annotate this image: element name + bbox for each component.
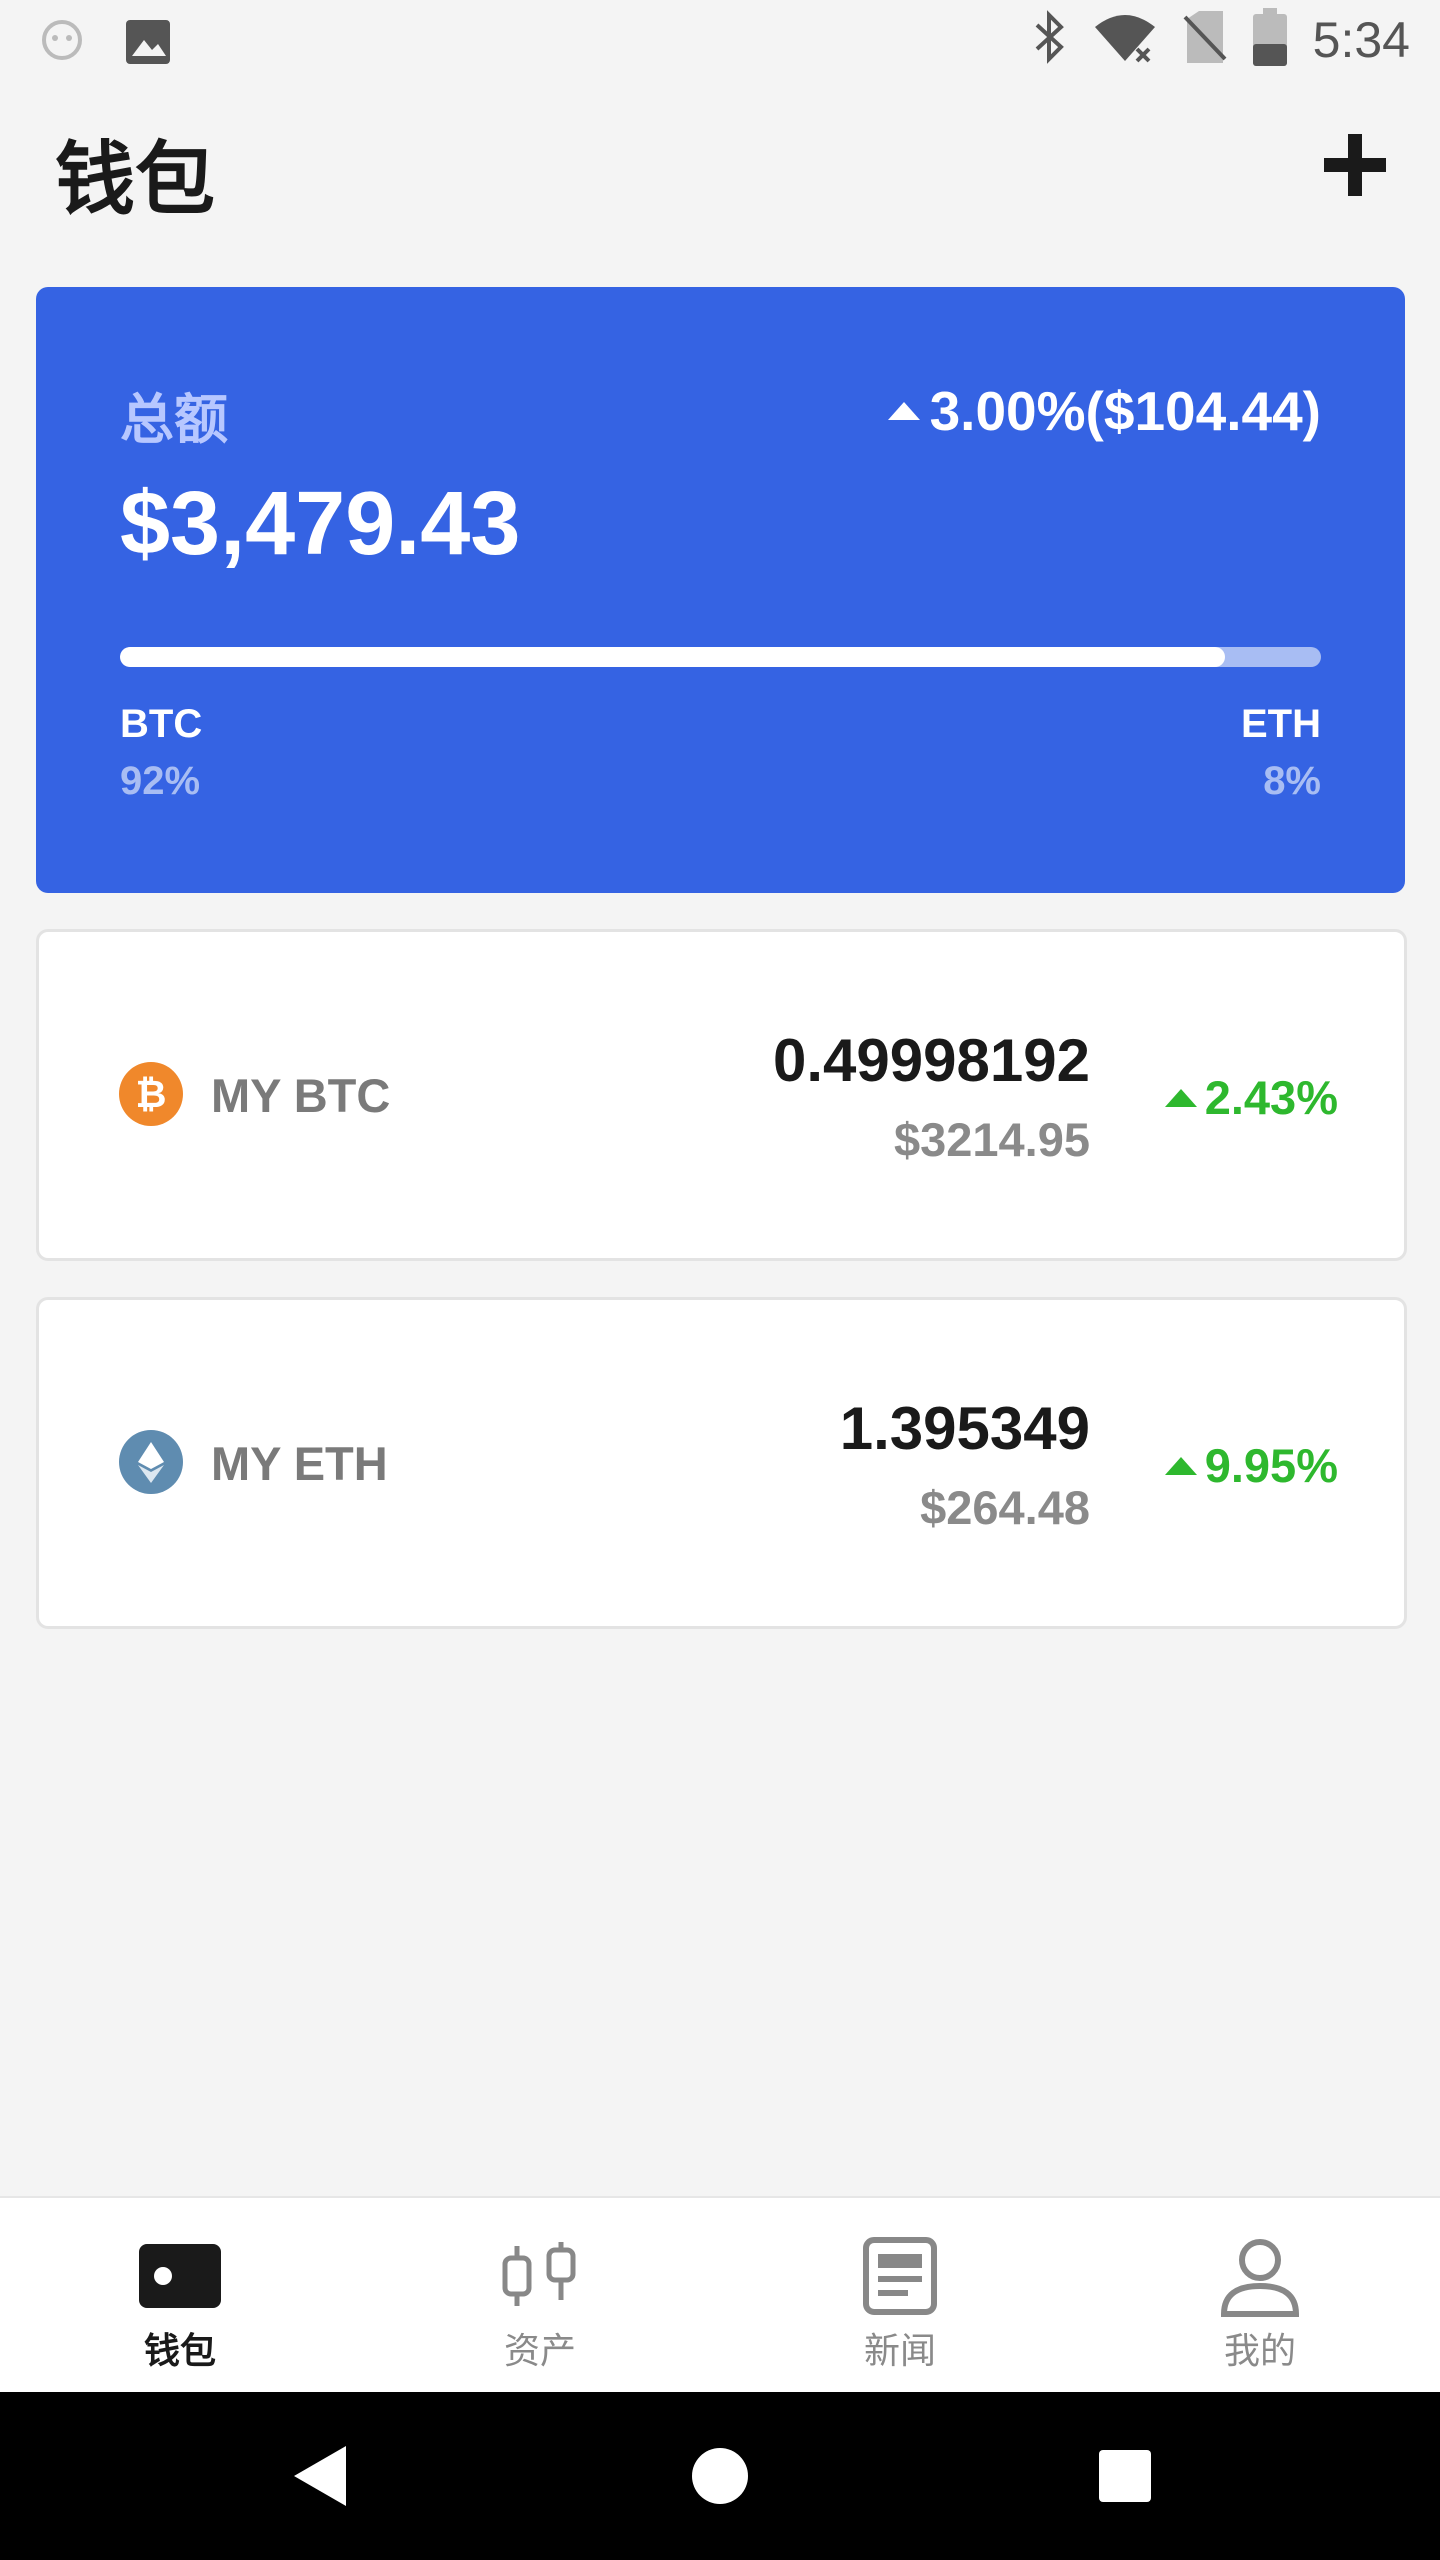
wallet-icon [135, 2236, 225, 2316]
total-change-value: 3.00%($104.44) [929, 380, 1321, 442]
allocation-bar-fill [120, 647, 1225, 667]
asset-name: MY ETH [211, 1437, 388, 1490]
back-button[interactable] [250, 2392, 390, 2560]
profile-icon [1215, 2236, 1305, 2317]
allocation-btc-percent: 92% [120, 759, 201, 803]
nav-label: 钱包 [143, 2331, 216, 2372]
asset-value: $3214.95 [893, 1113, 1090, 1166]
asset-amount: 1.395349 [839, 1395, 1090, 1462]
page-title: 钱包 [55, 133, 215, 226]
asset-value: $264.48 [920, 1481, 1090, 1534]
status-time: 5:34 [1312, 11, 1410, 68]
bluetooth-icon [1031, 9, 1067, 70]
svg-text:₿: ₿ [136, 1072, 167, 1116]
no-sim-icon [1183, 9, 1227, 70]
up-arrow-icon [887, 402, 920, 420]
recents-icon [1099, 2450, 1151, 2502]
nav-item-assets[interactable]: 资产 [360, 2198, 720, 2394]
bitcoin-icon: ₿ [119, 1062, 183, 1126]
recents-button[interactable] [1055, 2392, 1195, 2560]
allocation-eth-name: ETH [1241, 702, 1321, 746]
header: 钱包 [0, 110, 1440, 230]
plus-icon [1324, 134, 1386, 196]
nav-label: 资产 [503, 2331, 576, 2372]
up-arrow-icon [1164, 1088, 1197, 1107]
notification-app-icon [40, 18, 84, 71]
bottom-nav: 钱包 资产 新闻 [0, 2196, 1440, 2394]
nav-label: 新闻 [863, 2331, 936, 2372]
back-icon [294, 2446, 346, 2506]
allocation-btc-name: BTC [120, 702, 203, 746]
allocation-eth-percent: 8% [1263, 759, 1321, 803]
system-nav-bar [0, 2392, 1440, 2560]
wifi-icon [1093, 9, 1157, 70]
asset-name: MY BTC [211, 1069, 391, 1122]
home-icon [692, 2448, 748, 2504]
total-balance-card[interactable]: 总额 3.00%($104.44) $3,479.43 BTC 92% ETH … [36, 287, 1405, 893]
nav-item-wallet[interactable]: 钱包 [0, 2198, 360, 2394]
asset-amount: 0.49998192 [773, 1027, 1090, 1094]
up-arrow-icon [1164, 1456, 1197, 1475]
candlestick-icon [495, 2236, 585, 2316]
home-button[interactable] [650, 2392, 790, 2560]
asset-card-btc[interactable]: ₿ MY BTC 0.49998192 $3214.95 2.43% [36, 929, 1407, 1261]
asset-change: 9.95% [1164, 1438, 1338, 1493]
nav-item-profile[interactable]: 我的 [1080, 2198, 1440, 2394]
total-amount: $3,479.43 [120, 474, 521, 574]
news-icon [855, 2236, 945, 2316]
add-wallet-button[interactable] [1320, 130, 1390, 200]
asset-change: 2.43% [1164, 1070, 1338, 1125]
status-bar: 5:34 [0, 0, 1440, 84]
allocation-bar [120, 647, 1321, 667]
asset-change-value: 9.95% [1204, 1439, 1338, 1492]
nav-item-news[interactable]: 新闻 [720, 2198, 1080, 2394]
nav-label: 我的 [1223, 2331, 1296, 2372]
ethereum-icon [119, 1430, 183, 1494]
image-notification-icon [124, 18, 172, 71]
allocation-btc: BTC 92% [120, 702, 202, 804]
asset-card-eth[interactable]: MY ETH 1.395349 $264.48 9.95% [36, 1297, 1407, 1629]
allocation-eth: ETH 8% [1241, 702, 1321, 804]
battery-icon [1252, 8, 1287, 71]
total-label: 总额 [120, 388, 228, 451]
total-change: 3.00%($104.44) [887, 379, 1321, 443]
asset-change-value: 2.43% [1204, 1071, 1338, 1124]
